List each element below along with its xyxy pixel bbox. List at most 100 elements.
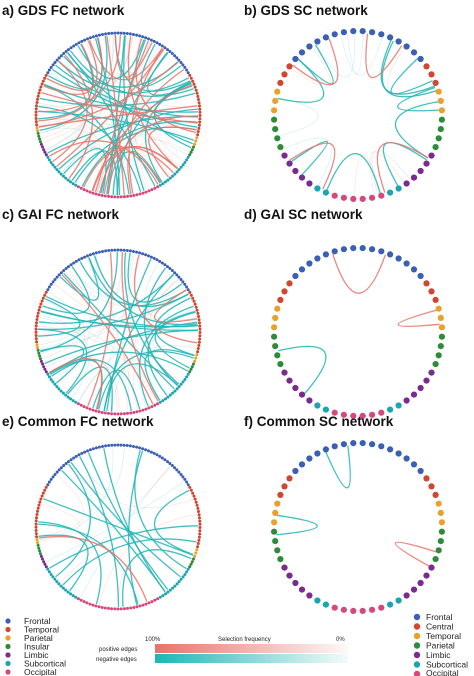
node-b-3-3 (432, 144, 439, 151)
node-a-5-1 (153, 186, 157, 190)
node-f-9-0 (277, 556, 284, 563)
node-d-1-2 (432, 296, 439, 303)
edge-pos-a (41, 91, 198, 124)
node-c-0-47 (173, 271, 177, 275)
node-e-4-9 (168, 588, 172, 592)
node-e-6-9 (53, 577, 57, 581)
node-e-0-12 (72, 456, 76, 460)
node-c-5-12 (119, 412, 123, 416)
node-a-5-9 (129, 194, 133, 198)
node-c-0-48 (175, 273, 179, 277)
edges-a (38, 34, 199, 196)
node-a-7-4 (39, 142, 43, 146)
node-d-6-1 (369, 411, 376, 418)
node-a-0-49 (177, 58, 181, 62)
node-e-0-28 (119, 443, 123, 447)
node-a-10-8 (36, 97, 39, 101)
node-a-5-18 (100, 194, 104, 197)
node-a-3-1 (190, 148, 194, 152)
node-f-12-6 (340, 441, 347, 448)
node-e-1-15 (198, 532, 202, 536)
node-e-10-10 (37, 503, 41, 507)
node-c-5-25 (79, 403, 83, 407)
node-e-0-33 (135, 445, 139, 449)
node-a-5-8 (132, 194, 136, 197)
node-a-1-2 (191, 79, 195, 83)
node-a-0-38 (149, 38, 153, 42)
panel-title-e: e) Common FC network (2, 414, 154, 429)
node-a-5-23 (85, 189, 89, 193)
node-e-5-2 (150, 600, 154, 604)
node-a-0-17 (86, 37, 89, 41)
node-a-5-15 (110, 195, 114, 199)
node-a-5-0 (156, 185, 160, 189)
node-c-0-43 (163, 263, 167, 267)
legend-label-fc-0: Frontal (24, 616, 51, 626)
node-c-1-7 (196, 311, 200, 315)
node-a-0-43 (163, 46, 167, 50)
node-f-1-1 (428, 483, 435, 490)
node-e-10-15 (43, 488, 47, 492)
node-e-3-2 (189, 562, 193, 566)
node-e-0-47 (173, 466, 177, 470)
legend-pct-100: 100% (145, 637, 161, 643)
node-f-12-4 (322, 446, 329, 453)
legend-dot-fc-6 (5, 669, 11, 675)
edge-neg-a (69, 50, 194, 98)
node-c-0-37 (147, 254, 150, 258)
node-e-0-21 (97, 445, 101, 449)
node-c-5-1 (153, 403, 157, 407)
node-a-5-17 (103, 194, 107, 198)
edge-pos-f (394, 541, 437, 568)
node-a-4-13 (158, 183, 162, 187)
node-c-0-14 (77, 258, 81, 262)
legend-dot-fc-0 (5, 618, 11, 624)
node-e-0-34 (138, 446, 142, 450)
node-d-3-0 (438, 333, 445, 340)
node-e-5-25 (79, 598, 83, 602)
node-e-8-3 (36, 543, 40, 547)
node-d-3-2 (435, 352, 442, 359)
legend-dot-sc-2 (413, 632, 421, 640)
node-d-9-1 (274, 352, 281, 359)
edge-neg-d (278, 345, 327, 395)
node-e-0-5 (55, 470, 59, 474)
node-e-5-5 (141, 603, 145, 607)
node-c-10-8 (36, 314, 39, 318)
node-c-7-4 (39, 359, 43, 363)
node-c-1-13 (198, 331, 202, 334)
legend-dot-sc-5 (413, 661, 421, 668)
node-c-0-33 (135, 250, 139, 254)
node-e-6-4 (64, 588, 68, 592)
node-a-10-3 (34, 113, 38, 117)
node-e-4-2 (183, 573, 187, 576)
node-d-7-1 (314, 402, 321, 409)
node-e-5-18 (100, 606, 104, 609)
node-a-0-6 (57, 56, 61, 60)
node-a-10-16 (44, 73, 48, 77)
edges-b (277, 33, 440, 197)
node-c-0-50 (179, 278, 183, 281)
node-c-0-23 (104, 249, 108, 253)
node-e-5-4 (144, 602, 148, 606)
node-b-0-3 (387, 34, 394, 41)
node-d-12-1 (298, 266, 306, 273)
legend-label-fc-2: Parietal (24, 633, 53, 643)
node-f-0-6 (410, 461, 418, 468)
node-e-5-7 (135, 605, 139, 609)
node-c-0-40 (155, 258, 159, 262)
node-c-0-8 (62, 269, 66, 272)
node-b-12-2 (306, 43, 313, 50)
node-e-7-4 (39, 554, 43, 558)
node-c-4-10 (166, 395, 170, 399)
nodes-b (271, 28, 445, 202)
node-c-5-23 (85, 406, 89, 410)
edge-pos-a (137, 139, 190, 191)
node-d-12-3 (314, 255, 321, 262)
edge-pos-a (52, 60, 88, 162)
edge-pos-a (38, 61, 179, 128)
node-d-12-6 (340, 246, 347, 253)
node-c-4-1 (185, 375, 189, 379)
node-b-12-7 (350, 28, 357, 35)
node-e-0-14 (77, 453, 81, 457)
